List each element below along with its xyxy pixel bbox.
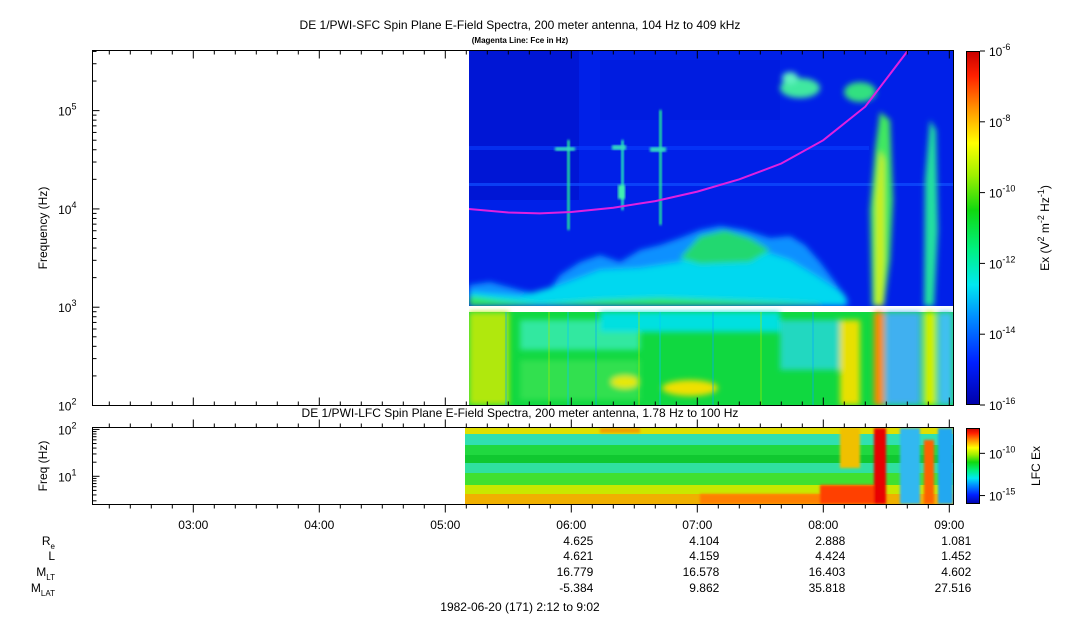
ephemeris-value: 1.081: [941, 534, 971, 548]
colorbar-tick-label: 10-12: [989, 254, 1015, 271]
panel1-title: DE 1/PWI-SFC Spin Plane E-Field Spectra,…: [300, 18, 741, 32]
panel2-y-axis: 101 102: [58, 420, 100, 502]
ephemeris-value: 35.818: [809, 581, 846, 595]
panel1-colorbar-label: Ex (V2 m-2 Hz-1): [1036, 185, 1052, 271]
panel1-y-label: Frequency (Hz): [36, 187, 50, 270]
x-tick-label: 03:00: [178, 518, 208, 532]
ephemeris-value: 9.862: [689, 581, 719, 595]
x-tick-label: 08:00: [808, 518, 838, 532]
colorbar-tick-label: 10-6: [989, 42, 1010, 59]
colorbar-tick-label: 10-10: [989, 444, 1015, 461]
panel2-spectrogram: [465, 428, 953, 504]
panel1-spectrogram: [469, 50, 953, 405]
panel1-colorbar-ticks: 10-6 10-8 10-10 10-12 10-14 10-16: [980, 42, 1015, 413]
y-tick-label: 105: [58, 102, 76, 119]
footer-time-range: 1982-06-20 (171) 2:12 to 9:02: [440, 600, 600, 614]
colorbar-tick-label: 10-15: [989, 487, 1015, 504]
fce-line: [469, 50, 909, 215]
time-axis: 03:00 04:00 05:00 06:00 07:00 08:00 09:00: [108, 50, 965, 532]
panel2-frame: [92, 427, 954, 505]
ephemeris-row-label: MLT: [36, 565, 55, 582]
panel2-colorbar: [966, 428, 980, 504]
x-tick-label: 09:00: [934, 518, 964, 532]
y-tick-label: 103: [58, 298, 76, 315]
ephemeris-value: 27.516: [935, 581, 972, 595]
ephemeris-value: -5.384: [559, 581, 593, 595]
ephemeris-row-label: Re: [42, 534, 56, 551]
ephemeris-value: 2.888: [815, 534, 845, 548]
ephemeris-value: 4.621: [563, 549, 593, 563]
panel1-y-axis: 102 103 104 105: [58, 50, 100, 414]
panel2-colorbar-label: LFC Ex: [1029, 446, 1043, 486]
y-tick-label: 102: [58, 397, 76, 414]
panel2-title: DE 1/PWI-LFC Spin Plane E-Field Spectra,…: [302, 406, 739, 420]
x-tick-label: 07:00: [682, 518, 712, 532]
y-tick-label: 101: [58, 467, 76, 484]
x-tick-label: 05:00: [430, 518, 460, 532]
colorbar-tick-label: 10-16: [989, 396, 1015, 413]
panel2-colorbar-ticks: 10-10 10-15: [980, 444, 1015, 504]
ephemeris-value: 4.625: [563, 534, 593, 548]
x-tick-label: 06:00: [556, 518, 586, 532]
ephemeris-value: 16.578: [683, 565, 720, 579]
colorbar-tick-label: 10-14: [989, 325, 1015, 342]
ephemeris-value: 16.779: [557, 565, 594, 579]
colorbar-tick-label: 10-8: [989, 113, 1010, 130]
y-tick-label: 102: [58, 420, 76, 437]
ephemeris-value: 4.602: [941, 565, 971, 579]
colorbar-tick-label: 10-10: [989, 184, 1015, 201]
panel2-y-label: Freq (Hz): [36, 441, 50, 492]
panel1-frame: [92, 50, 954, 406]
panel1-colorbar: [966, 51, 980, 405]
y-tick-label: 104: [58, 200, 76, 217]
ephemeris-value: 4.104: [689, 534, 719, 548]
ephemeris-table: Re 4.625 4.104 2.888 1.081 L 4.621 4.159 4.424 1.…: [31, 534, 972, 598]
ephemeris-value: 16.403: [809, 565, 846, 579]
x-tick-label: 04:00: [304, 518, 334, 532]
panel1-subtitle: (Magenta Line: Fce in Hz): [472, 36, 569, 45]
ephemeris-row-label: L: [48, 549, 55, 563]
ephemeris-value: 4.424: [815, 549, 845, 563]
ephemeris-value: 1.452: [941, 549, 971, 563]
ephemeris-row-label: MLAT: [31, 581, 55, 598]
ephemeris-value: 4.159: [689, 549, 719, 563]
